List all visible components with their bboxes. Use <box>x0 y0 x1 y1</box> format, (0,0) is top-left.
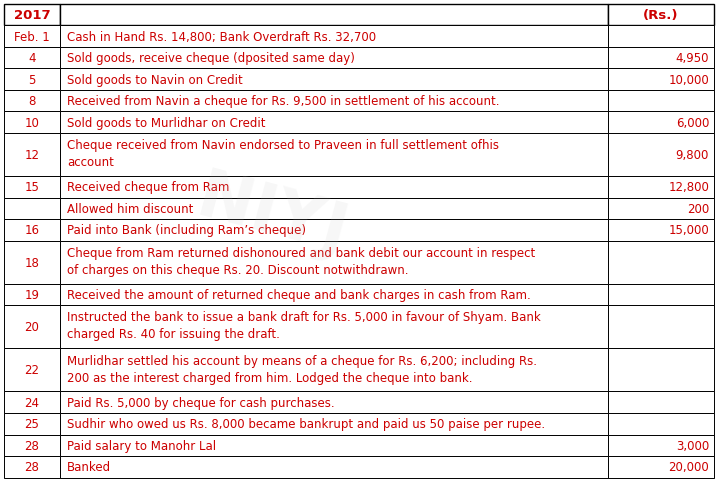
Bar <box>607 241 714 284</box>
Bar <box>4 456 60 478</box>
Text: 20,000: 20,000 <box>668 460 709 473</box>
Bar <box>60 392 607 413</box>
Text: 4: 4 <box>28 52 36 65</box>
Text: 10,000: 10,000 <box>668 73 709 86</box>
Text: Sold goods to Navin on Credit: Sold goods to Navin on Credit <box>67 73 243 86</box>
Bar <box>607 306 714 348</box>
Bar <box>60 5 607 26</box>
Text: Paid Rs. 5,000 by cheque for cash purchases.: Paid Rs. 5,000 by cheque for cash purcha… <box>67 396 335 409</box>
Bar <box>4 241 60 284</box>
Bar <box>60 456 607 478</box>
Bar <box>607 112 714 134</box>
Bar <box>607 5 714 26</box>
Bar <box>607 48 714 69</box>
Text: 24: 24 <box>24 396 39 409</box>
Bar <box>607 392 714 413</box>
Text: NIYJ: NIYJ <box>190 164 355 268</box>
Text: 16: 16 <box>24 224 39 237</box>
Text: Sold goods, receive cheque (dposited same day): Sold goods, receive cheque (dposited sam… <box>67 52 355 65</box>
Text: 25: 25 <box>24 418 39 431</box>
Bar <box>60 26 607 48</box>
Bar <box>60 177 607 198</box>
Text: Banked: Banked <box>67 460 111 473</box>
Bar <box>4 112 60 134</box>
Bar <box>4 434 60 456</box>
Text: Received from Navin a cheque for Rs. 9,500 in settlement of his account.: Received from Navin a cheque for Rs. 9,5… <box>67 95 500 108</box>
Bar <box>4 198 60 220</box>
Bar <box>607 134 714 177</box>
Text: 8: 8 <box>28 95 36 108</box>
Text: Sudhir who owed us Rs. 8,000 became bankrupt and paid us 50 paise per rupee.: Sudhir who owed us Rs. 8,000 became bank… <box>67 418 545 431</box>
Bar <box>60 112 607 134</box>
Bar <box>60 69 607 91</box>
Text: 15: 15 <box>24 181 39 194</box>
Text: Murlidhar settled his account by means of a cheque for Rs. 6,200; including Rs.
: Murlidhar settled his account by means o… <box>67 354 537 384</box>
Bar <box>60 348 607 392</box>
Bar <box>607 348 714 392</box>
Text: 15,000: 15,000 <box>668 224 709 237</box>
Bar <box>607 26 714 48</box>
Bar <box>60 241 607 284</box>
Bar <box>4 26 60 48</box>
Text: 12,800: 12,800 <box>668 181 709 194</box>
Text: Allowed him discount: Allowed him discount <box>67 203 193 216</box>
Bar <box>4 348 60 392</box>
Bar <box>4 177 60 198</box>
Text: 20: 20 <box>24 321 39 334</box>
Text: Paid salary to Manohr Lal: Paid salary to Manohr Lal <box>67 439 216 452</box>
Text: 19: 19 <box>24 288 39 301</box>
Bar <box>4 392 60 413</box>
Text: 3,000: 3,000 <box>676 439 709 452</box>
Text: 18: 18 <box>24 256 39 269</box>
Text: Received the amount of returned cheque and bank charges in cash from Ram.: Received the amount of returned cheque a… <box>67 288 531 301</box>
Bar <box>4 220 60 241</box>
Bar <box>607 69 714 91</box>
Bar <box>607 413 714 434</box>
Text: Instructed the bank to issue a bank draft for Rs. 5,000 in favour of Shyam. Bank: Instructed the bank to issue a bank draf… <box>67 311 541 341</box>
Bar <box>60 48 607 69</box>
Bar <box>607 220 714 241</box>
Bar <box>607 198 714 220</box>
Bar <box>607 434 714 456</box>
Bar <box>607 456 714 478</box>
Bar <box>60 284 607 306</box>
Text: 10: 10 <box>24 117 39 130</box>
Text: Received cheque from Ram: Received cheque from Ram <box>67 181 229 194</box>
Text: 6,000: 6,000 <box>676 117 709 130</box>
Bar <box>60 434 607 456</box>
Text: 5: 5 <box>28 73 36 86</box>
Bar <box>607 177 714 198</box>
Bar <box>60 220 607 241</box>
Text: Paid into Bank (including Ram’s cheque): Paid into Bank (including Ram’s cheque) <box>67 224 306 237</box>
Text: Cheque received from Navin endorsed to Praveen in full settlement ofhis
account: Cheque received from Navin endorsed to P… <box>67 139 499 169</box>
Text: Feb. 1: Feb. 1 <box>14 31 50 44</box>
Bar <box>4 284 60 306</box>
Bar <box>60 413 607 434</box>
Bar <box>4 413 60 434</box>
Text: 28: 28 <box>24 439 39 452</box>
Bar <box>60 306 607 348</box>
Text: 200: 200 <box>687 203 709 216</box>
Bar <box>607 91 714 112</box>
Bar <box>4 91 60 112</box>
Bar <box>60 134 607 177</box>
Bar <box>607 284 714 306</box>
Text: 4,950: 4,950 <box>676 52 709 65</box>
Bar <box>4 48 60 69</box>
Text: (Rs.): (Rs.) <box>643 9 679 22</box>
Bar <box>4 5 60 26</box>
Text: Cheque from Ram returned dishonoured and bank debit our account in respect
of ch: Cheque from Ram returned dishonoured and… <box>67 246 536 276</box>
Bar <box>60 198 607 220</box>
Text: 9,800: 9,800 <box>676 149 709 162</box>
Bar <box>4 134 60 177</box>
Text: 2017: 2017 <box>14 9 50 22</box>
Text: 22: 22 <box>24 364 39 377</box>
Bar <box>4 69 60 91</box>
Text: Cash in Hand Rs. 14,800; Bank Overdraft Rs. 32,700: Cash in Hand Rs. 14,800; Bank Overdraft … <box>67 31 376 44</box>
Bar <box>4 306 60 348</box>
Text: 28: 28 <box>24 460 39 473</box>
Text: 12: 12 <box>24 149 39 162</box>
Bar <box>60 91 607 112</box>
Text: Sold goods to Murlidhar on Credit: Sold goods to Murlidhar on Credit <box>67 117 266 130</box>
